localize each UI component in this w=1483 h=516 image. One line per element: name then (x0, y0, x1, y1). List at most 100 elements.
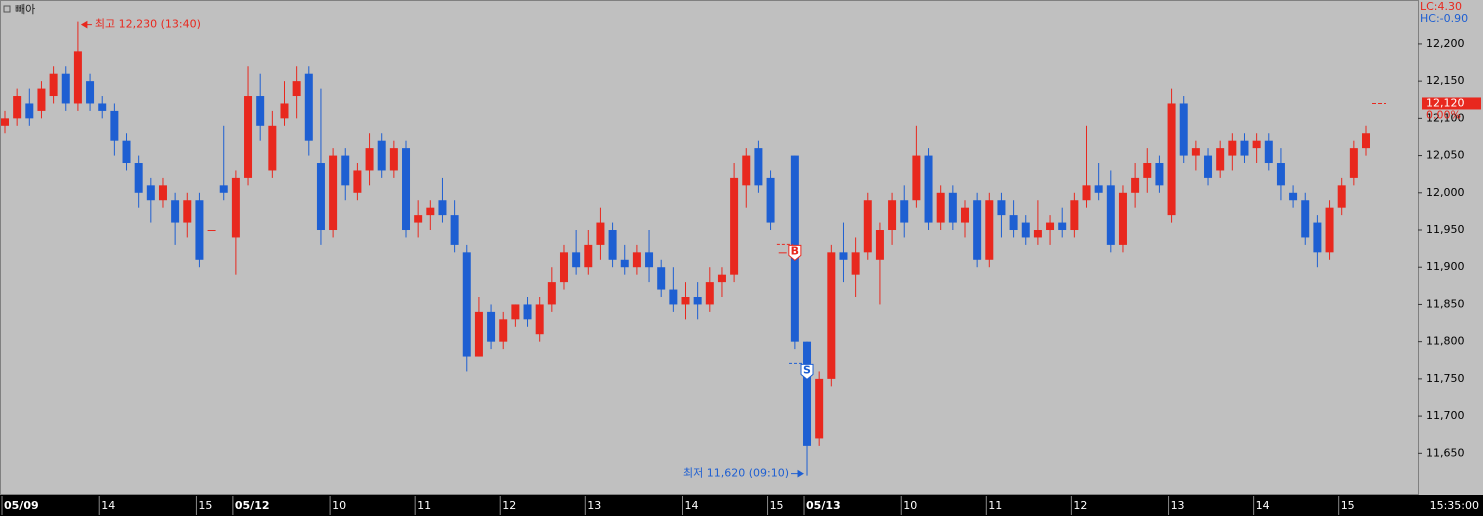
candle-body (888, 200, 897, 231)
candle-body (280, 103, 289, 119)
y-tick-label: 11,800 (1426, 335, 1465, 348)
candle-body (219, 185, 228, 193)
x-tick-label: 14 (101, 499, 115, 512)
candle-body (681, 297, 690, 305)
candle-body (207, 230, 216, 232)
candle-body (511, 304, 520, 320)
y-tick-label: 11,900 (1426, 260, 1465, 273)
candle-body (766, 177, 775, 223)
y-tick-label: 11,650 (1426, 446, 1465, 459)
x-tick-label: 05/09 (4, 499, 39, 512)
candle-body (329, 155, 338, 231)
candle-body (778, 252, 787, 254)
candle-body (1082, 185, 1091, 201)
x-tick-label: 10 (332, 499, 346, 512)
candle-body (754, 148, 763, 186)
x-tick-label: 05/12 (235, 499, 270, 512)
last-price-label: 12,120 (1426, 96, 1465, 109)
candle-body (146, 185, 155, 201)
candle-body (815, 378, 824, 439)
candle-body (875, 230, 884, 260)
candle-body (86, 81, 95, 104)
menu-icon (3, 5, 11, 13)
candle-body (1289, 192, 1298, 201)
y-tick-label: 12,150 (1426, 74, 1465, 87)
x-tick-label: 15 (770, 499, 784, 512)
candle-body (924, 155, 933, 223)
candle-body (608, 230, 617, 260)
candle-body (669, 289, 678, 305)
candle-body (912, 155, 921, 201)
candle-body (426, 207, 435, 216)
plot-frame (0, 0, 1419, 495)
candle-body (1167, 103, 1176, 216)
candle-body (997, 200, 1006, 216)
candle-body (158, 185, 167, 201)
candle-body (122, 140, 131, 164)
candle-body (1337, 185, 1346, 208)
x-tick-label: 10 (903, 499, 917, 512)
x-tick-label: 14 (1256, 499, 1270, 512)
high-arrow (80, 20, 92, 29)
y-tick-label: 11,850 (1426, 297, 1465, 310)
high-annotation: 최고 12,230 (13:40) (95, 18, 201, 31)
candle-body (632, 252, 641, 268)
candle-body (936, 192, 945, 223)
candle-body (863, 200, 872, 253)
candle-body (584, 244, 593, 268)
x-tick-label: 14 (685, 499, 699, 512)
x-tick-label: 11 (417, 499, 431, 512)
candle-body (1118, 192, 1127, 245)
signal-marker (800, 363, 814, 381)
hc-label: HC:-0.90 (1420, 12, 1468, 25)
candle-body (1021, 222, 1030, 238)
candle-body (596, 222, 605, 245)
x-tick-label: 11 (988, 499, 1002, 512)
candle-body (1204, 155, 1213, 178)
candle-body (183, 200, 192, 223)
candle-body (705, 282, 714, 305)
candle-body (535, 304, 544, 335)
candle-body (948, 192, 957, 223)
candle-body (572, 252, 581, 268)
candle-body (414, 215, 423, 223)
candle-body (1094, 185, 1103, 193)
candle-body (450, 215, 459, 245)
candle-body (839, 252, 848, 260)
candle-body (973, 200, 982, 260)
candle-body (377, 140, 386, 171)
y-tick-label: 11,700 (1426, 409, 1465, 422)
candle-body (1058, 222, 1067, 231)
candle-body (304, 73, 313, 141)
candle-body (1264, 140, 1273, 164)
candle-body (98, 103, 107, 111)
x-tick-label: 15 (198, 499, 212, 512)
candle-body (292, 81, 301, 97)
candle-body (487, 311, 496, 342)
candle-body (559, 252, 568, 283)
time-axis-bar (0, 495, 1483, 516)
candle-body (1046, 222, 1055, 231)
y-tick-label: 12,000 (1426, 186, 1465, 199)
y-tick-label: 12,200 (1426, 37, 1465, 50)
candle-body (1216, 148, 1225, 171)
candle-body (171, 200, 180, 223)
candle-body (523, 304, 532, 320)
signal-label: B (791, 244, 799, 257)
candle-body (353, 170, 362, 193)
candle-body (389, 148, 398, 171)
candle-body (341, 155, 350, 186)
candle-body (1276, 163, 1285, 186)
candle-body (462, 252, 471, 357)
candle-body (1228, 140, 1237, 156)
candle-body (645, 252, 654, 268)
candle-body (1362, 133, 1370, 149)
signal-marker (788, 244, 802, 261)
candle-body (231, 177, 240, 238)
candle-body (1131, 177, 1140, 193)
time-label: 15:35:00 (1430, 499, 1479, 512)
candle-body (365, 148, 374, 171)
x-tick-label: 13 (587, 499, 601, 512)
